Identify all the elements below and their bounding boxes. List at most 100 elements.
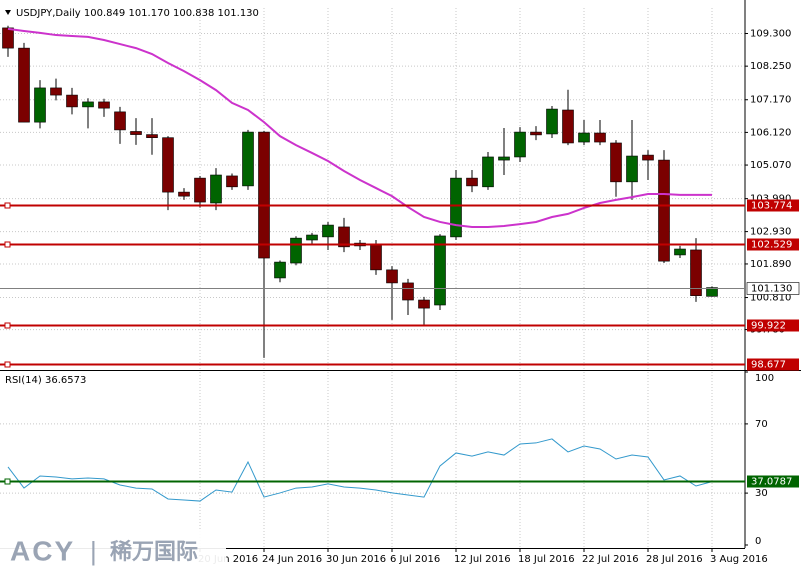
y-tick-label: 102.930 bbox=[750, 227, 791, 238]
rsi-tick-label: 30 bbox=[755, 488, 768, 499]
candle-body bbox=[66, 94, 78, 108]
level-handle bbox=[4, 361, 11, 368]
level-handle bbox=[4, 478, 11, 485]
chart-title: USDJPY,Daily bbox=[16, 8, 81, 19]
rsi-tick-label: 70 bbox=[755, 419, 768, 430]
x-tick-label: 12 Jul 2016 bbox=[454, 554, 511, 565]
level-label: 103.774 bbox=[751, 201, 792, 212]
candle-body bbox=[610, 142, 622, 183]
x-tick-label: 24 Jun 2016 bbox=[262, 554, 322, 565]
candle-body bbox=[626, 155, 638, 183]
candle-body bbox=[226, 175, 238, 188]
rsi-tick-label: 0 bbox=[755, 536, 761, 547]
y-tick-label: 107.170 bbox=[750, 95, 791, 106]
level-label-bg bbox=[747, 199, 799, 212]
level-label: 99.922 bbox=[751, 321, 786, 332]
candle-body bbox=[258, 131, 270, 259]
chart-header: USDJPY,Daily 100.849 101.170 100.838 101… bbox=[16, 8, 259, 19]
candle-body bbox=[578, 132, 590, 143]
level-label-bg bbox=[747, 358, 799, 371]
candle-body bbox=[594, 132, 606, 143]
y-tick-label: 101.890 bbox=[750, 259, 791, 270]
candle-body bbox=[50, 87, 62, 96]
watermark: ACY | 稀万国际 bbox=[0, 530, 226, 576]
candle-body bbox=[162, 137, 174, 193]
candle-body bbox=[690, 249, 702, 296]
y-tick-label: 105.070 bbox=[750, 160, 791, 171]
candle-body bbox=[418, 299, 430, 309]
candle-body bbox=[658, 159, 670, 262]
candle-body bbox=[18, 47, 30, 123]
menu-arrow bbox=[5, 10, 11, 15]
candle-body bbox=[2, 27, 14, 49]
x-tick-label: 30 Jun 2016 bbox=[326, 554, 386, 565]
candle-body bbox=[674, 248, 686, 256]
level-label-bg bbox=[747, 238, 799, 251]
y-tick-label: 103.990 bbox=[750, 194, 791, 205]
level-handle bbox=[4, 322, 11, 329]
candle-body bbox=[546, 108, 558, 135]
rsi-title: RSI(14) 36.6573 bbox=[5, 375, 86, 386]
level-handle bbox=[4, 241, 11, 248]
candle-body bbox=[642, 154, 654, 161]
candle-body bbox=[466, 177, 478, 187]
watermark-brand: ACY bbox=[10, 535, 75, 566]
x-tick-label: 18 Jul 2016 bbox=[518, 554, 575, 565]
candle-body bbox=[706, 287, 718, 297]
candle-body bbox=[338, 226, 350, 248]
y-tick-label: 100.810 bbox=[750, 293, 791, 304]
y-tick-label: 106.120 bbox=[750, 127, 791, 138]
candle-body bbox=[402, 282, 414, 301]
ohlc: 100.849 bbox=[84, 8, 125, 19]
rsi-level-label: 37.0787 bbox=[751, 477, 792, 488]
ohlc: 100.838 bbox=[173, 8, 214, 19]
rsi-level-label-bg bbox=[747, 475, 799, 488]
current-price-bg bbox=[746, 282, 800, 295]
level-label-bg bbox=[747, 319, 799, 332]
candle-body bbox=[434, 235, 446, 306]
watermark-separator: | bbox=[90, 536, 97, 566]
candle-body bbox=[210, 174, 222, 204]
x-tick-label: 20 Jun 2016 bbox=[198, 554, 258, 565]
ohlc: 101.130 bbox=[218, 8, 259, 19]
watermark-cn: 稀万国际 bbox=[110, 539, 198, 564]
plot bbox=[0, 8, 745, 548]
candle-body bbox=[98, 101, 110, 109]
y-tick-label: 108.250 bbox=[750, 61, 791, 72]
candle-body bbox=[482, 156, 494, 188]
candle-body bbox=[290, 237, 302, 264]
candle-body bbox=[114, 111, 126, 131]
candle-body bbox=[322, 224, 334, 238]
rsi-line bbox=[7, 438, 713, 502]
candle-body bbox=[34, 87, 46, 123]
candle-body bbox=[82, 101, 94, 108]
candle-body bbox=[194, 177, 206, 203]
candle-body bbox=[450, 177, 462, 238]
candle-body bbox=[514, 131, 526, 158]
candle-body bbox=[146, 134, 158, 138]
candle-body bbox=[562, 109, 574, 144]
rsi-current: 36.6573 bbox=[45, 375, 86, 386]
candle-body bbox=[370, 243, 382, 271]
level-label: 102.529 bbox=[751, 240, 792, 251]
candle-body bbox=[530, 131, 542, 136]
x-tick-label: 28 Jul 2016 bbox=[646, 554, 703, 565]
candle-body bbox=[498, 156, 510, 161]
candle-body bbox=[274, 261, 286, 279]
x-tick-label: 6 Jul 2016 bbox=[390, 554, 440, 565]
candle-body bbox=[386, 269, 398, 284]
level-handle bbox=[4, 202, 11, 209]
x-tick-label: 3 Aug 2016 bbox=[710, 554, 768, 565]
candle-body bbox=[242, 131, 254, 187]
watermark-bg bbox=[0, 530, 226, 576]
level-label: 98.677 bbox=[751, 360, 786, 371]
ohlc: 101.170 bbox=[128, 8, 169, 19]
current-price-label: 101.130 bbox=[751, 284, 792, 295]
rsi-name: RSI(14) bbox=[5, 375, 42, 386]
y-tick-label: 109.300 bbox=[750, 29, 791, 40]
candle-body bbox=[306, 234, 318, 241]
rsi-tick-label: 100 bbox=[755, 373, 774, 384]
candle-body bbox=[178, 191, 190, 197]
candle-body bbox=[130, 131, 142, 135]
